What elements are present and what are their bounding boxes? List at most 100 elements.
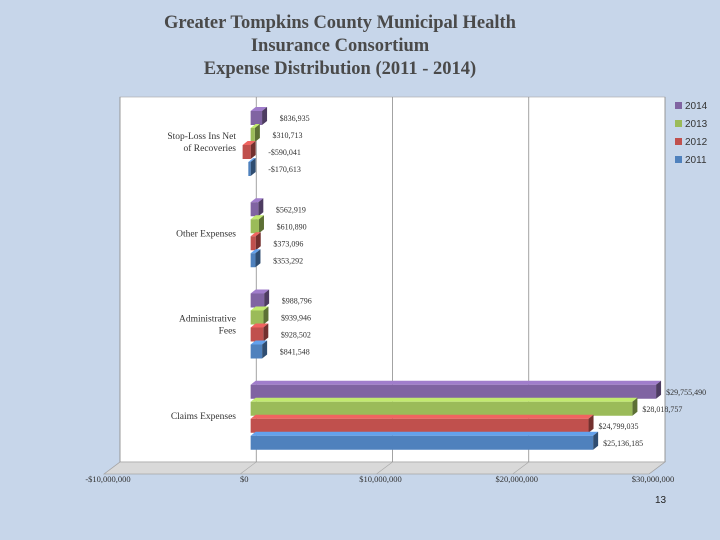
bar-2013-2: [250, 306, 269, 325]
bar-side-face: [263, 323, 269, 342]
bar-front-face: [250, 219, 259, 234]
title-line-3: Expense Distribution (2011 - 2014): [203, 59, 477, 79]
bar-top-face: [250, 323, 269, 328]
bar-2013-1: [250, 215, 264, 234]
bar-front-face: [248, 162, 251, 176]
category-label: Administrative: [179, 315, 236, 325]
bar-2011-1: [250, 249, 261, 268]
bar-top-face: [248, 158, 256, 162]
bar-top-face: [250, 397, 638, 402]
legend-swatch-2014: [675, 102, 682, 109]
bar-top-face: [250, 249, 261, 254]
data-label: $24,799,035: [599, 422, 639, 431]
bar-side-face: [656, 380, 662, 399]
bar-front-face: [250, 435, 594, 450]
legend-label-2014: 2014: [685, 101, 708, 112]
bar-2014-1: [250, 198, 264, 217]
legend-swatch-2012: [675, 138, 682, 145]
bar-2012-1: [250, 232, 261, 251]
data-label: $928,502: [281, 331, 311, 340]
bar-2012-2: [250, 323, 269, 342]
bar-front-face: [242, 145, 251, 159]
data-label: $310,713: [272, 131, 302, 140]
bar-side-face: [250, 158, 256, 176]
bar-2011-3: [250, 431, 599, 450]
bar-front-face: [250, 293, 265, 308]
bar-side-face: [263, 306, 269, 325]
data-label: $988,796: [282, 297, 312, 306]
legend-swatch-2011: [675, 156, 682, 163]
bar-side-face: [254, 124, 260, 142]
category-label: Other Expenses: [176, 229, 236, 239]
bar-top-face: [250, 232, 261, 237]
category-label: Stop-Loss Ins Net: [167, 132, 236, 142]
bar-front-face: [250, 384, 657, 399]
legend-label-2013: 2013: [685, 119, 708, 130]
bar-side-face: [593, 431, 599, 450]
bar-2012-0: [242, 141, 256, 159]
bar-side-face: [250, 141, 256, 159]
bar-top-face: [250, 215, 264, 220]
title-line-2: Insurance Consortium: [250, 36, 430, 56]
data-label: $610,890: [277, 222, 307, 231]
gridline-floor: [648, 461, 666, 475]
title-line-1: Greater Tompkins County Municipal Health: [164, 13, 516, 33]
gridline-floor: [103, 461, 121, 475]
bar-side-face: [255, 249, 261, 268]
data-label: $353,292: [273, 256, 303, 265]
category-label: of Recoveries: [184, 143, 237, 154]
x-tick-label: $30,000,000: [632, 474, 675, 484]
bar-2014-0: [250, 107, 268, 125]
data-label: -$170,613: [268, 165, 301, 174]
bar-2011-0: [248, 158, 256, 176]
data-label: $29,755,490: [666, 388, 706, 397]
data-label: -$590,041: [268, 148, 301, 157]
bar-top-face: [250, 431, 599, 436]
bar-top-face: [250, 124, 260, 128]
bar-front-face: [250, 327, 264, 342]
data-label: $28,018,757: [642, 405, 682, 414]
bar-front-face: [250, 344, 263, 359]
bar-side-face: [632, 397, 638, 416]
bar-top-face: [250, 380, 662, 385]
category-label: Fees: [219, 327, 237, 337]
x-tick-label: $20,000,000: [496, 474, 539, 484]
bar-2013-0: [250, 124, 260, 142]
bar-top-face: [250, 340, 268, 345]
data-label: $373,096: [273, 239, 303, 248]
bar-top-face: [250, 414, 594, 419]
data-labels-group: $836,935 $310,713 -$590,041 -$170,613 $562,9…: [268, 114, 706, 448]
bar-front-face: [250, 310, 264, 325]
bar-side-face: [588, 414, 594, 433]
bars-group: [242, 107, 662, 450]
bar-front-face: [250, 202, 259, 217]
gridline-floor: [512, 461, 529, 475]
bar-side-face: [264, 289, 270, 308]
bar-front-face: [250, 253, 256, 268]
bar-top-face: [250, 306, 269, 311]
bar-top-face: [242, 141, 256, 145]
legend-label-2012: 2012: [685, 137, 708, 148]
data-label: $836,935: [280, 114, 310, 123]
bar-side-face: [258, 198, 264, 217]
bar-2014-3: [250, 380, 662, 399]
bar-front-face: [250, 401, 633, 416]
x-tick-label: $10,000,000: [359, 474, 402, 484]
legend-swatch-2013: [675, 120, 682, 127]
bar-2011-2: [250, 340, 268, 359]
bar-front-face: [250, 236, 256, 251]
bar-top-face: [250, 289, 270, 294]
bar-side-face: [262, 107, 268, 125]
bar-top-face: [250, 107, 268, 111]
bar-front-face: [250, 418, 589, 433]
legend: 2014 2013 2012 2011: [675, 101, 708, 166]
x-tick-label: -$10,000,000: [85, 474, 130, 484]
bar-side-face: [262, 340, 268, 359]
bar-side-face: [255, 232, 261, 251]
bar-2013-3: [250, 397, 638, 416]
slide-number: 13: [655, 495, 667, 506]
chart-title: Greater Tompkins County Municipal Health…: [60, 12, 620, 81]
gridline-floor: [376, 461, 393, 475]
